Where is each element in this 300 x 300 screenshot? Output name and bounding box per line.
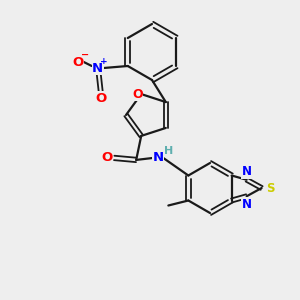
- Text: N: N: [92, 61, 103, 74]
- Text: N: N: [242, 165, 252, 178]
- Text: S: S: [266, 182, 275, 194]
- Text: O: O: [132, 88, 142, 100]
- Text: H: H: [164, 146, 173, 156]
- Text: −: −: [81, 50, 89, 60]
- Text: +: +: [100, 56, 108, 65]
- Text: O: O: [95, 92, 106, 104]
- Text: N: N: [242, 198, 252, 211]
- Text: O: O: [102, 152, 113, 164]
- Text: O: O: [72, 56, 83, 68]
- Text: N: N: [153, 152, 164, 164]
